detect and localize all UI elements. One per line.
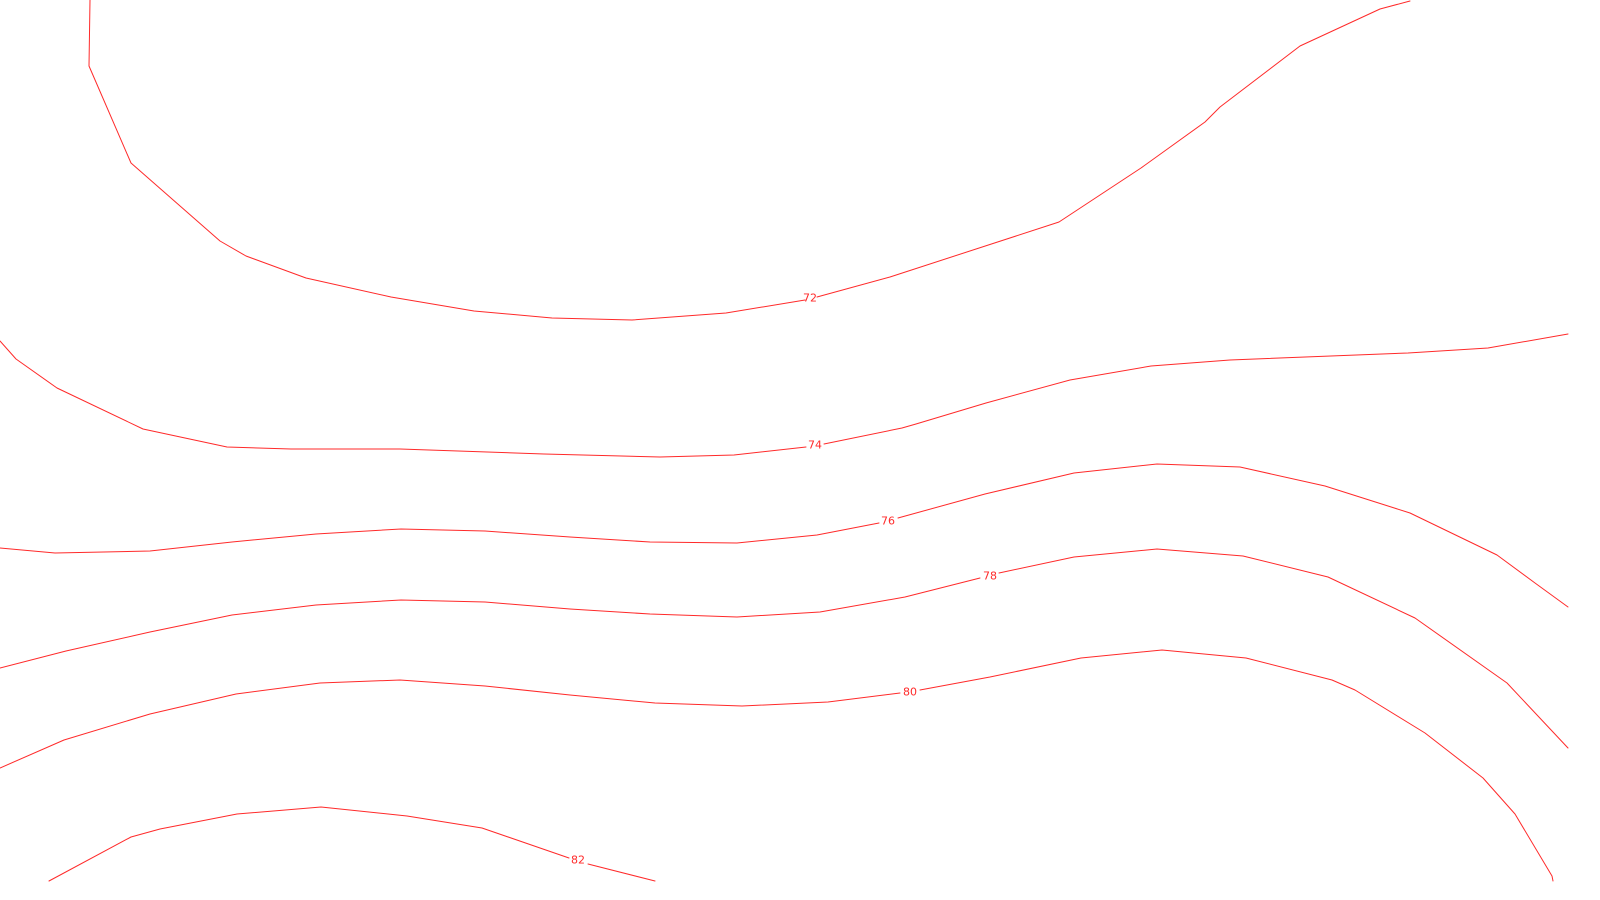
- contour-label-74: 74: [808, 439, 822, 452]
- contour-label-78: 78: [983, 570, 997, 583]
- contour-80-group: 80: [0, 649, 1554, 882]
- contour-72-line: [88, 0, 806, 321]
- contour-74-line-east: [823, 333, 1569, 445]
- contour-76-group: 76: [0, 463, 1569, 608]
- contour-78-line-east: [998, 548, 1569, 749]
- contour-74-line: [0, 340, 807, 458]
- contour-72-group: 72: [88, 0, 1411, 321]
- contour-label-72: 72: [803, 292, 817, 305]
- contour-72-line-east: [816, 0, 1411, 298]
- contour-label-80: 80: [903, 686, 917, 699]
- contour-82-line: [48, 806, 570, 882]
- contour-82-group: 82: [48, 806, 656, 882]
- contour-76-line: [0, 522, 880, 554]
- contour-label-76: 76: [881, 515, 895, 528]
- contour-76-line-east: [897, 463, 1569, 608]
- contour-80-line: [0, 679, 901, 769]
- contour-78-group: 78: [0, 548, 1569, 749]
- contour-78-line: [0, 577, 981, 669]
- contour-80-line-east: [919, 649, 1554, 882]
- contour-label-82: 82: [571, 854, 585, 867]
- contour-82-line-east: [587, 863, 656, 882]
- contour-74-group: 74: [0, 333, 1569, 458]
